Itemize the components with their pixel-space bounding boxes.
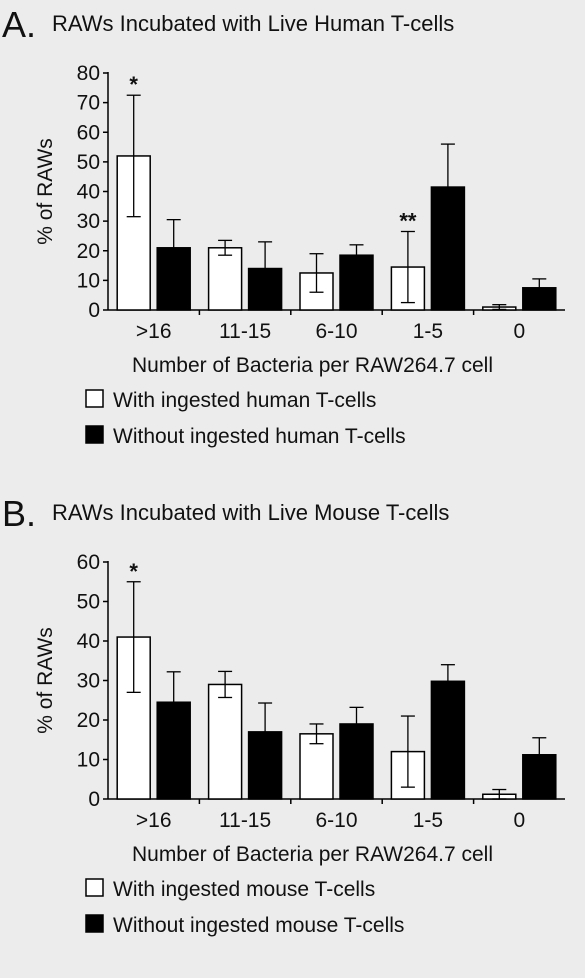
- y-tick-label: 20: [77, 240, 100, 263]
- legend-swatch: [85, 878, 104, 897]
- legend-label: Without ingested mouse T-cells: [113, 914, 404, 937]
- y-tick-label: 0: [88, 788, 100, 811]
- y-tick-label: 20: [77, 709, 100, 732]
- y-tick-label: 10: [77, 269, 100, 292]
- y-tick-label: 0: [88, 299, 100, 322]
- x-tick-label: 1-5: [413, 809, 443, 832]
- chart-title: RAWs Incubated with Live Mouse T-cells: [52, 500, 449, 525]
- y-axis-label: % of RAWs: [34, 138, 57, 245]
- y-tick-label: 80: [77, 62, 100, 85]
- y-tick-label: 30: [77, 670, 100, 693]
- x-tick-label: >16: [136, 320, 172, 343]
- panel-letter: B.: [2, 493, 36, 534]
- x-tick-label: 0: [513, 809, 525, 832]
- significance-marker: *: [129, 559, 138, 584]
- x-tick-label: >16: [136, 809, 172, 832]
- legend-label: Without ingested human T-cells: [113, 425, 406, 448]
- y-tick-label: 60: [77, 121, 100, 144]
- bar-with-tcells: [207, 247, 243, 311]
- x-tick-label: 6-10: [315, 809, 357, 832]
- y-tick-label: 60: [77, 551, 100, 574]
- y-tick-label: 70: [77, 92, 100, 115]
- legend-swatch: [85, 389, 104, 408]
- legend-label: With ingested human T-cells: [113, 389, 376, 412]
- significance-marker: *: [129, 72, 138, 97]
- legend-swatch: [85, 425, 104, 444]
- y-tick-label: 10: [77, 749, 100, 772]
- x-tick-label: 0: [513, 320, 525, 343]
- significance-marker: **: [399, 208, 417, 233]
- x-tick-label: 11-15: [219, 809, 271, 832]
- panel-letter: A.: [2, 4, 36, 45]
- y-tick-label: 30: [77, 210, 100, 233]
- x-tick-label: 6-10: [315, 320, 357, 343]
- x-axis-label: Number of Bacteria per RAW264.7 cell: [132, 354, 493, 377]
- y-tick-label: 50: [77, 591, 100, 614]
- chart-title: RAWs Incubated with Live Human T-cells: [52, 11, 454, 36]
- x-axis-label: Number of Bacteria per RAW264.7 cell: [132, 843, 493, 866]
- legend-swatch: [85, 914, 104, 933]
- bar-without-tcells: [430, 680, 466, 800]
- y-axis-label: % of RAWs: [34, 627, 57, 734]
- x-tick-label: 11-15: [219, 320, 271, 343]
- bar-with-tcells: [207, 683, 243, 800]
- y-tick-label: 50: [77, 151, 100, 174]
- y-tick-label: 40: [77, 181, 100, 204]
- y-tick-label: 40: [77, 630, 100, 653]
- bar-with-tcells: [299, 733, 334, 800]
- legend-label: With ingested mouse T-cells: [113, 878, 375, 901]
- chart-panel-a: A. RAWs Incubated with Live Human T-cells…: [2, 4, 565, 448]
- x-tick-label: 1-5: [413, 320, 443, 343]
- chart-panel-b: B. RAWs Incubated with Live Mouse T-cells…: [2, 493, 565, 937]
